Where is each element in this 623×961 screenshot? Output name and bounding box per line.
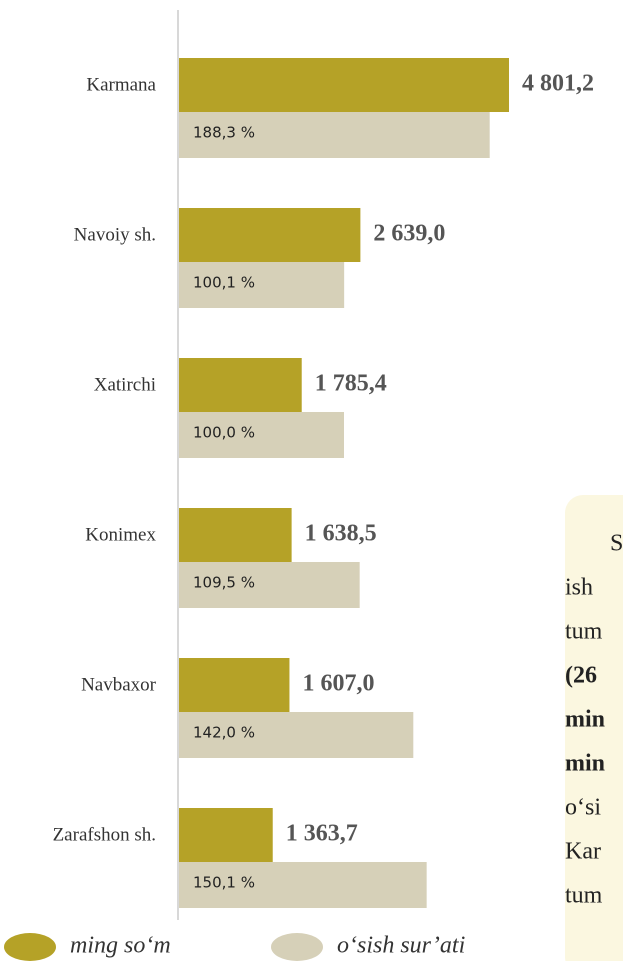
value-label: 150,1 % [193, 874, 255, 892]
bar [179, 58, 509, 112]
value-label: 109,5 % [193, 574, 255, 592]
bar [179, 508, 292, 562]
bar [179, 862, 427, 908]
side-text: ish [565, 575, 593, 601]
value-label: 100,0 % [193, 424, 255, 442]
bar [179, 412, 344, 458]
side-text: S [610, 531, 623, 557]
legend-label: ming so‘m [70, 933, 171, 959]
text-box [565, 495, 623, 961]
bar [179, 112, 490, 158]
category-label: Karmana [86, 74, 156, 95]
category-label: Navoiy sh. [74, 224, 156, 245]
bar [179, 262, 345, 308]
bar [179, 712, 414, 758]
side-text: (26 [565, 663, 597, 689]
value-label: 100,1 % [193, 274, 255, 292]
category-label: Konimex [85, 524, 156, 545]
bar [179, 358, 302, 412]
bar [179, 658, 290, 712]
side-text: o‘si [565, 795, 601, 821]
side-text: tum [565, 619, 603, 645]
bar [179, 808, 273, 862]
category-label: Xatirchi [94, 374, 156, 395]
value-label: 1 638,5 [305, 521, 377, 547]
category-label: Navbaxor [81, 674, 157, 695]
bar [179, 208, 361, 262]
value-label: 1 785,4 [315, 371, 387, 397]
legend-label: o‘sish sur’ati [337, 933, 465, 959]
value-label: 142,0 % [193, 724, 255, 742]
side-text: min [565, 751, 605, 777]
value-label: 4 801,2 [522, 71, 594, 97]
side-text: min [565, 707, 605, 733]
value-label: 2 639,0 [373, 221, 445, 247]
legend-swatch [271, 933, 323, 961]
value-label: 1 607,0 [302, 671, 374, 697]
side-text: tum [565, 883, 603, 909]
value-label: 188,3 % [193, 124, 255, 142]
legend-swatch [4, 933, 56, 961]
side-text: Kar [565, 839, 601, 865]
bar [179, 562, 360, 608]
value-label: 1 363,7 [286, 821, 358, 847]
category-label: Zarafshon sh. [53, 824, 156, 845]
